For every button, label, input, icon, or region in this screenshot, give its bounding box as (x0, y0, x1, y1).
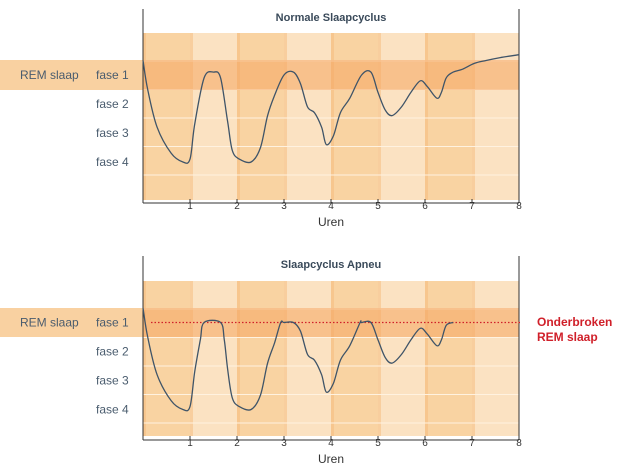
hour-band-edge-5 (331, 33, 334, 200)
stage-label-2: fase 2 (96, 345, 129, 359)
chart-title: Slaapcyclus Apneu (281, 259, 381, 271)
hour-band-edge-3 (237, 281, 240, 436)
rem-sleep-label: REM slaap (20, 316, 79, 330)
hour-band-edge-6 (378, 281, 381, 436)
x-tick-label-1: 1 (187, 438, 193, 449)
stage-label-2: fase 2 (96, 97, 129, 111)
hour-band-edge-1 (143, 281, 146, 436)
x-tick-label-5: 5 (375, 201, 381, 212)
x-tick-label-5: 5 (375, 438, 381, 449)
x-tick-label-7: 7 (469, 201, 475, 212)
hour-band-8 (472, 281, 519, 436)
stage-label-3: fase 3 (96, 126, 129, 140)
hour-band-edge-5 (331, 281, 334, 436)
hour-band-edge-4 (284, 281, 287, 436)
stage-label-3: fase 3 (96, 374, 129, 388)
stage-label-1: fase 1 (96, 316, 129, 330)
x-tick-label-3: 3 (281, 201, 287, 212)
stage-label-4: fase 4 (96, 155, 129, 169)
stage-label-1: fase 1 (96, 68, 129, 82)
hour-band-edge-2 (190, 281, 193, 436)
hour-band-edge-1 (143, 33, 146, 200)
hour-band-3 (237, 281, 284, 436)
hour-band-edge-4 (284, 33, 287, 200)
hour-band-4 (284, 281, 331, 436)
rem-sleep-label: REM slaap (20, 68, 79, 82)
hour-band-edge-7 (425, 33, 428, 200)
hour-band-5 (331, 281, 378, 436)
hour-band-6 (378, 281, 425, 436)
x-tick-label-3: 3 (281, 438, 287, 449)
annotation-line-2: REM slaap (537, 330, 598, 344)
annotation-line-1: Onderbroken (537, 315, 612, 329)
x-tick-label-8: 8 (516, 438, 522, 449)
hour-band-edge-2 (190, 33, 193, 200)
sleep-curve-0 (142, 54, 520, 164)
x-tick-label-1: 1 (187, 201, 193, 212)
x-tick-label-6: 6 (422, 438, 428, 449)
x-axis-label: Uren (318, 452, 344, 466)
x-tick-label-8: 8 (516, 201, 522, 212)
hour-band-edge-8 (472, 281, 475, 436)
hour-band-7 (425, 281, 472, 436)
hour-band-edge-6 (378, 33, 381, 200)
hour-band-1 (143, 281, 190, 436)
normal-sleep-chart: Normale Slaapcyclus REM slaap fase 1 fase 2… (0, 9, 522, 229)
hour-band-edge-8 (472, 33, 475, 200)
rem-label-band (0, 308, 143, 337)
x-tick-label-2: 2 (234, 201, 240, 212)
hour-band-edge-7 (425, 281, 428, 436)
stage-label-4: fase 4 (96, 403, 129, 417)
sleep-curve-0 (142, 307, 454, 412)
rem-label-band (0, 60, 143, 90)
x-axis-label: Uren (318, 215, 344, 229)
x-tick-label-7: 7 (469, 438, 475, 449)
x-tick-label-4: 4 (328, 201, 334, 212)
x-tick-label-4: 4 (328, 438, 334, 449)
hour-band-2 (190, 281, 237, 436)
chart-title: Normale Slaapcyclus (276, 12, 387, 24)
hour-band-edge-3 (237, 33, 240, 200)
apnea-sleep-chart: Slaapcyclus Apneu REM slaap fase 1 fase 2 fa… (0, 256, 612, 466)
rem-plot-band (143, 60, 519, 90)
x-tick-label-6: 6 (422, 201, 428, 212)
x-tick-label-2: 2 (234, 438, 240, 449)
